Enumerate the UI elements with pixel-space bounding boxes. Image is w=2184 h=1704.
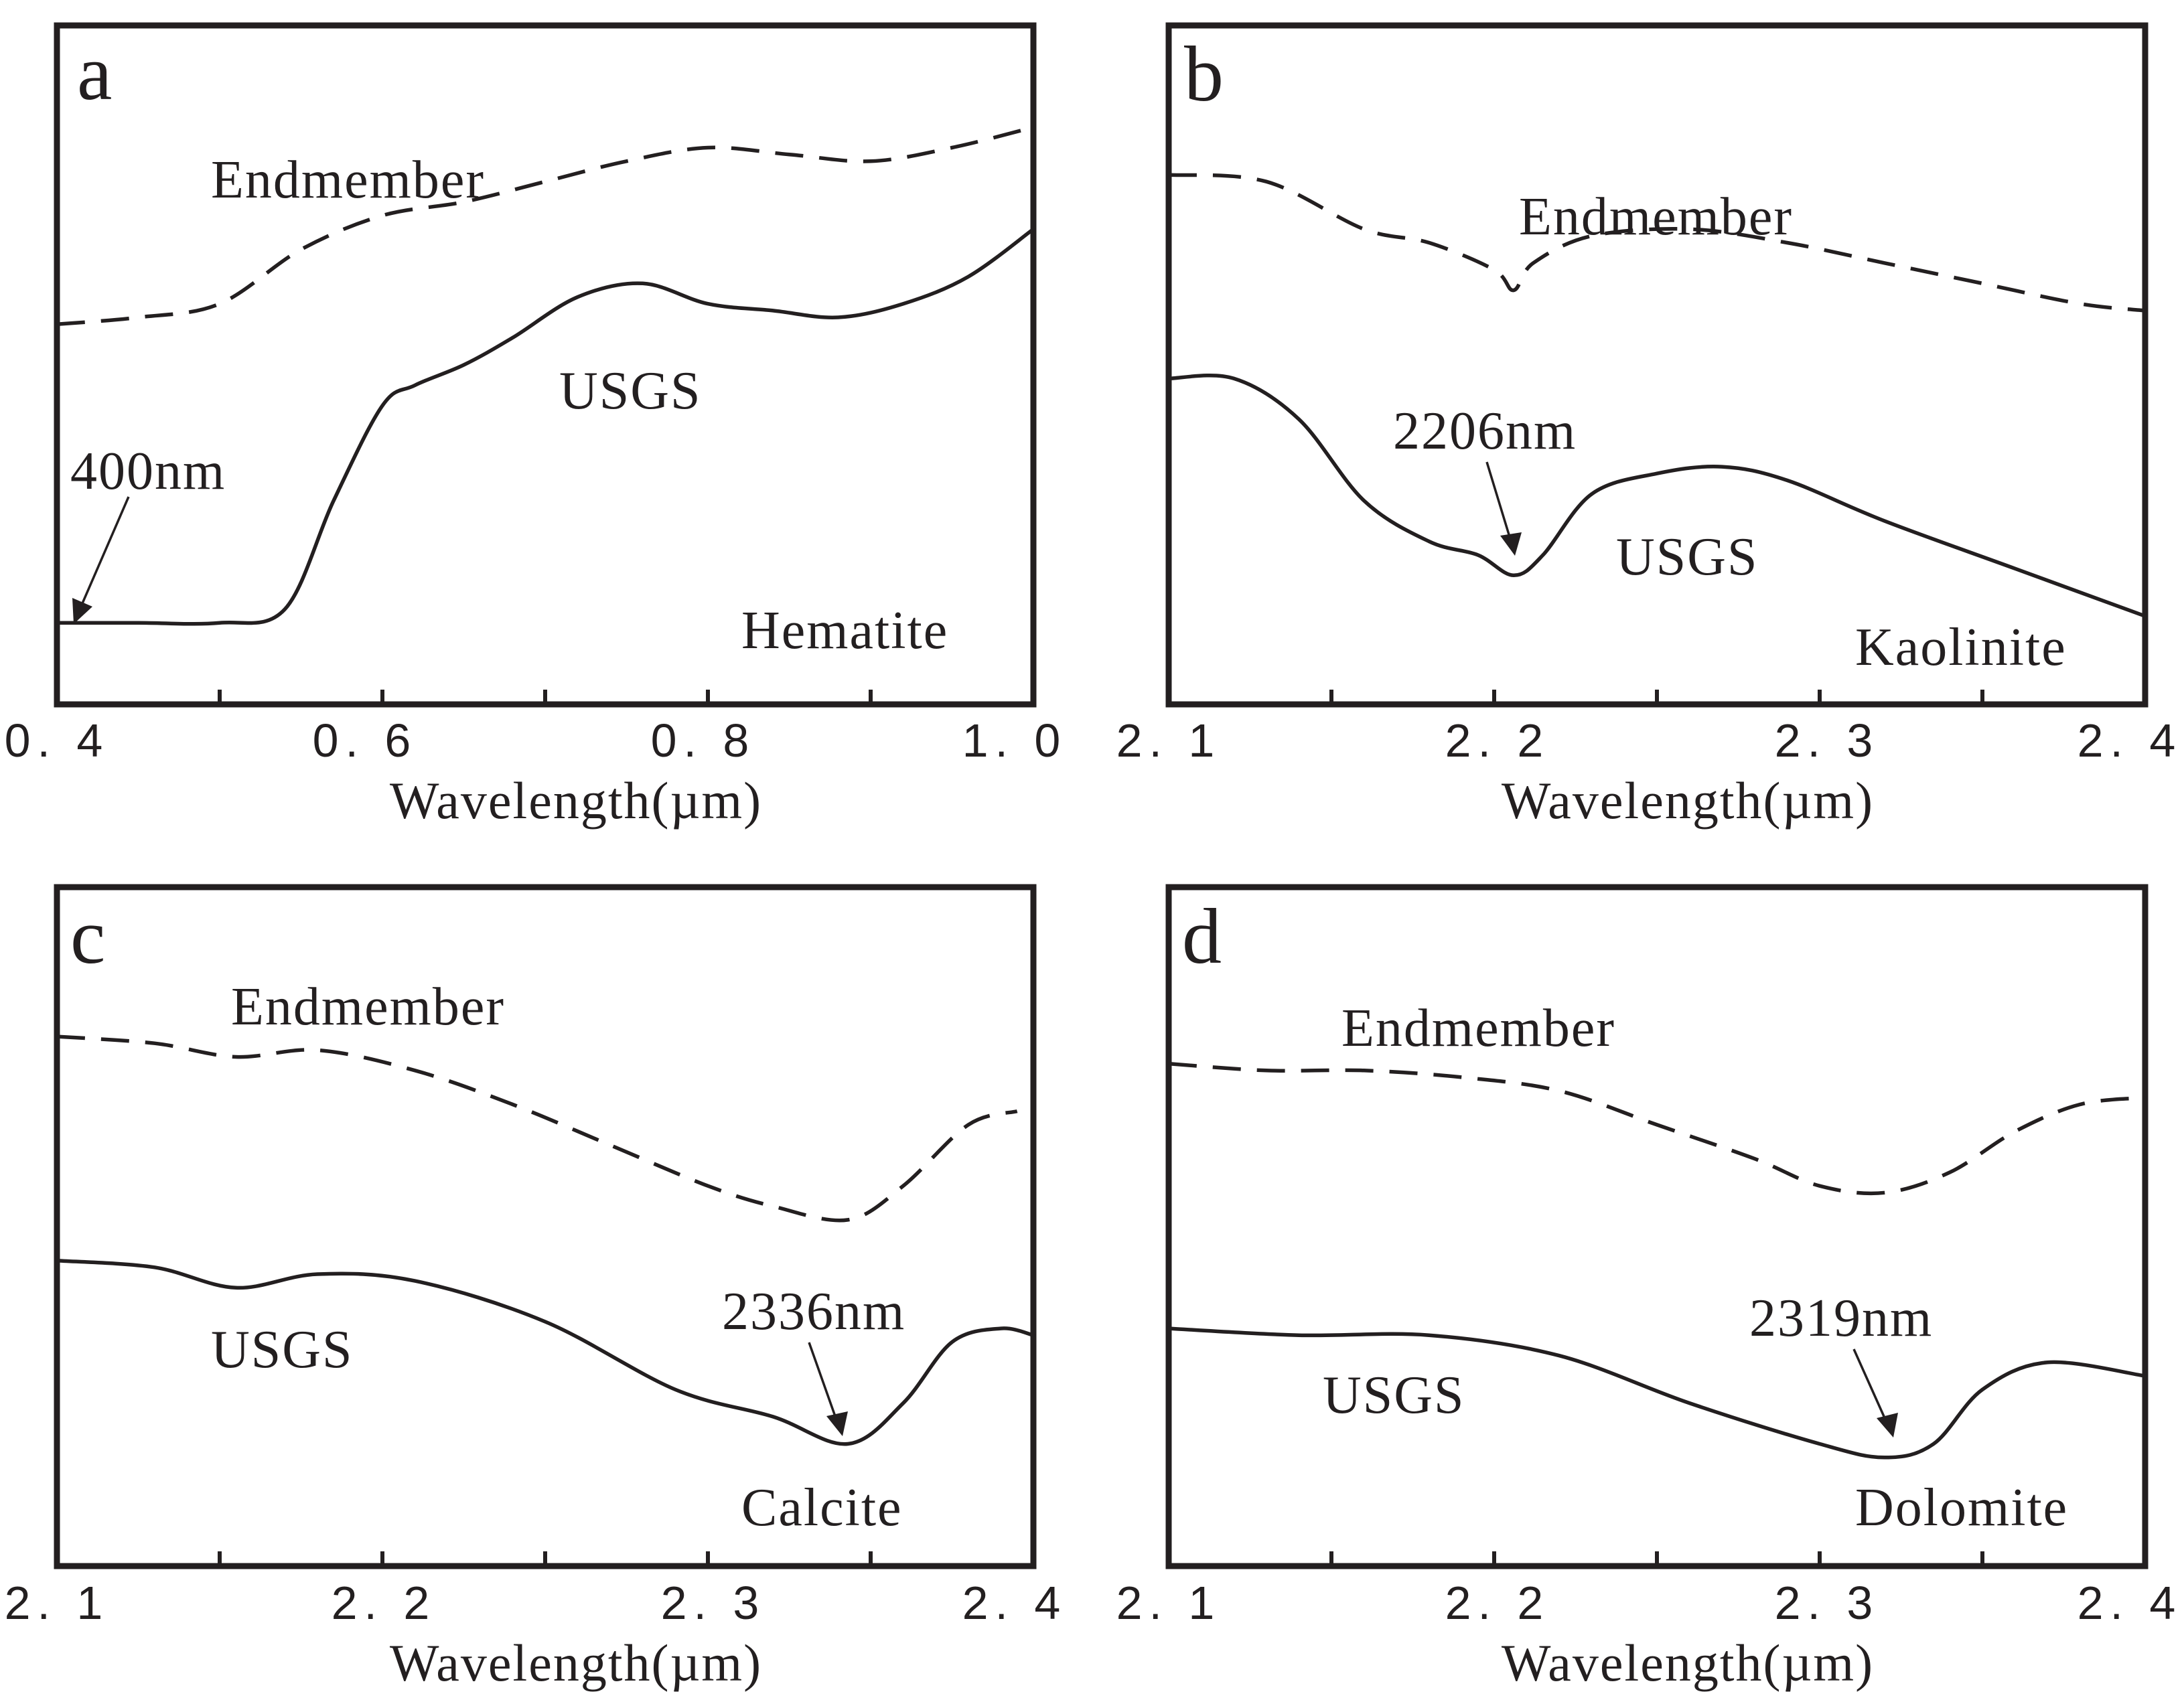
panel-d-letter: d — [1182, 893, 1222, 980]
panel-c-annotation: 2336nm — [722, 1282, 905, 1341]
panel-b-endmember-label: Endmember — [1519, 187, 1793, 246]
panel-c-letter: c — [70, 893, 105, 980]
panel-c-ticks — [55, 1551, 1035, 1566]
panel-d-endmember-line — [1168, 1061, 2146, 1196]
panel-a-tick-label-1: 0. 6 — [313, 714, 418, 767]
panel-a-annotation-arrow — [79, 496, 130, 609]
panel-a: a Endmember USGS Hematite 400nm 0. 4 0. … — [5, 22, 1068, 830]
panel-d: d Endmember USGS Dolomite 2319nm 2. 1 2.… — [1116, 884, 2183, 1692]
panel-b-endmember-line — [1168, 173, 2146, 313]
panel-b: b Endmember USGS Kaolinite 2206nm 2. 1 2… — [1116, 22, 2183, 830]
panel-b-annotation-arrow — [1485, 461, 1512, 540]
panel-c-arrowhead — [826, 1411, 848, 1436]
panel-d-endmember-label: Endmember — [1341, 999, 1615, 1058]
panel-d-tick-label-1: 2. 2 — [1445, 1577, 1550, 1629]
panel-b-usgs-label: USGS — [1616, 528, 1759, 587]
panel-b-mineral-label: Kaolinite — [1855, 618, 2067, 677]
panel-d-usgs-label: USGS — [1323, 1366, 1465, 1425]
panel-b-letter: b — [1184, 30, 1224, 118]
panel-c-mineral-label: Calcite — [741, 1478, 903, 1537]
panel-b-x-axis-title: Wavelength(µm) — [1502, 771, 1874, 830]
panel-b-arrowhead — [1500, 532, 1522, 556]
panel-c-usgs-line — [55, 1258, 1035, 1446]
panel-b-tick-label-2: 2. 3 — [1775, 714, 1880, 767]
panel-c-tick-label-3: 2. 4 — [962, 1577, 1068, 1629]
panel-a-tick-label-3: 1. 0 — [962, 714, 1068, 767]
panel-d-tick-label-0: 2. 1 — [1116, 1577, 1222, 1629]
panel-a-endmember-line — [56, 125, 1034, 326]
panel-c-annotation-arrow — [808, 1342, 837, 1419]
panel-b-tick-label-0: 2. 1 — [1116, 714, 1222, 767]
panel-c-tick-label-0: 2. 1 — [5, 1577, 110, 1629]
panel-d-annotation: 2319nm — [1749, 1289, 1933, 1348]
panel-d-frame — [1165, 884, 2149, 1569]
panel-a-tick-label-2: 0. 8 — [651, 714, 756, 767]
panel-b-frame — [1165, 22, 2149, 708]
panel-a-x-axis-title: Wavelength(µm) — [390, 771, 762, 830]
panel-c-endmember-line — [56, 1034, 1018, 1223]
panel-a-endmember-label: Endmember — [211, 151, 485, 210]
panel-a-letter: a — [77, 29, 112, 117]
panel-b-usgs-line — [1167, 374, 2147, 618]
panel-d-tick-label-2: 2. 3 — [1775, 1577, 1880, 1629]
panel-b-annotation: 2206nm — [1393, 402, 1577, 461]
panel-a-usgs-line — [55, 227, 1035, 626]
panel-d-ticks — [1167, 1551, 2147, 1566]
panel-b-tick-label-3: 2. 4 — [2078, 714, 2183, 767]
panel-b-tick-label-1: 2. 2 — [1445, 714, 1550, 767]
panel-d-usgs-line — [1167, 1326, 2147, 1460]
panel-c-x-axis-title: Wavelength(µm) — [390, 1634, 762, 1692]
panel-d-tick-label-3: 2. 4 — [2078, 1577, 2183, 1629]
panel-c-tick-label-1: 2. 2 — [332, 1577, 437, 1629]
panel-a-arrowhead — [72, 598, 92, 624]
panel-a-tick-label-0: 0. 4 — [5, 714, 110, 767]
panel-d-x-axis-title: Wavelength(µm) — [1502, 1634, 1874, 1692]
panel-c-tick-label-2: 2. 3 — [661, 1577, 766, 1629]
panel-c-endmember-label: Endmember — [231, 978, 505, 1036]
panel-d-mineral-label: Dolomite — [1855, 1478, 2068, 1537]
panel-c: c Endmember USGS Calcite 2336nm 2. 1 2. … — [5, 884, 1068, 1692]
panel-d-annotation-arrow — [1852, 1348, 1887, 1420]
panel-a-annotation: 400nm — [70, 442, 226, 501]
panel-a-mineral-label: Hematite — [741, 601, 948, 660]
panel-d-arrowhead — [1877, 1413, 1898, 1438]
panel-c-frame — [54, 884, 1037, 1569]
panel-a-usgs-label: USGS — [559, 362, 702, 420]
panel-b-ticks — [1167, 690, 2147, 704]
panel-a-ticks — [55, 690, 1035, 704]
panel-c-usgs-label: USGS — [211, 1320, 354, 1379]
